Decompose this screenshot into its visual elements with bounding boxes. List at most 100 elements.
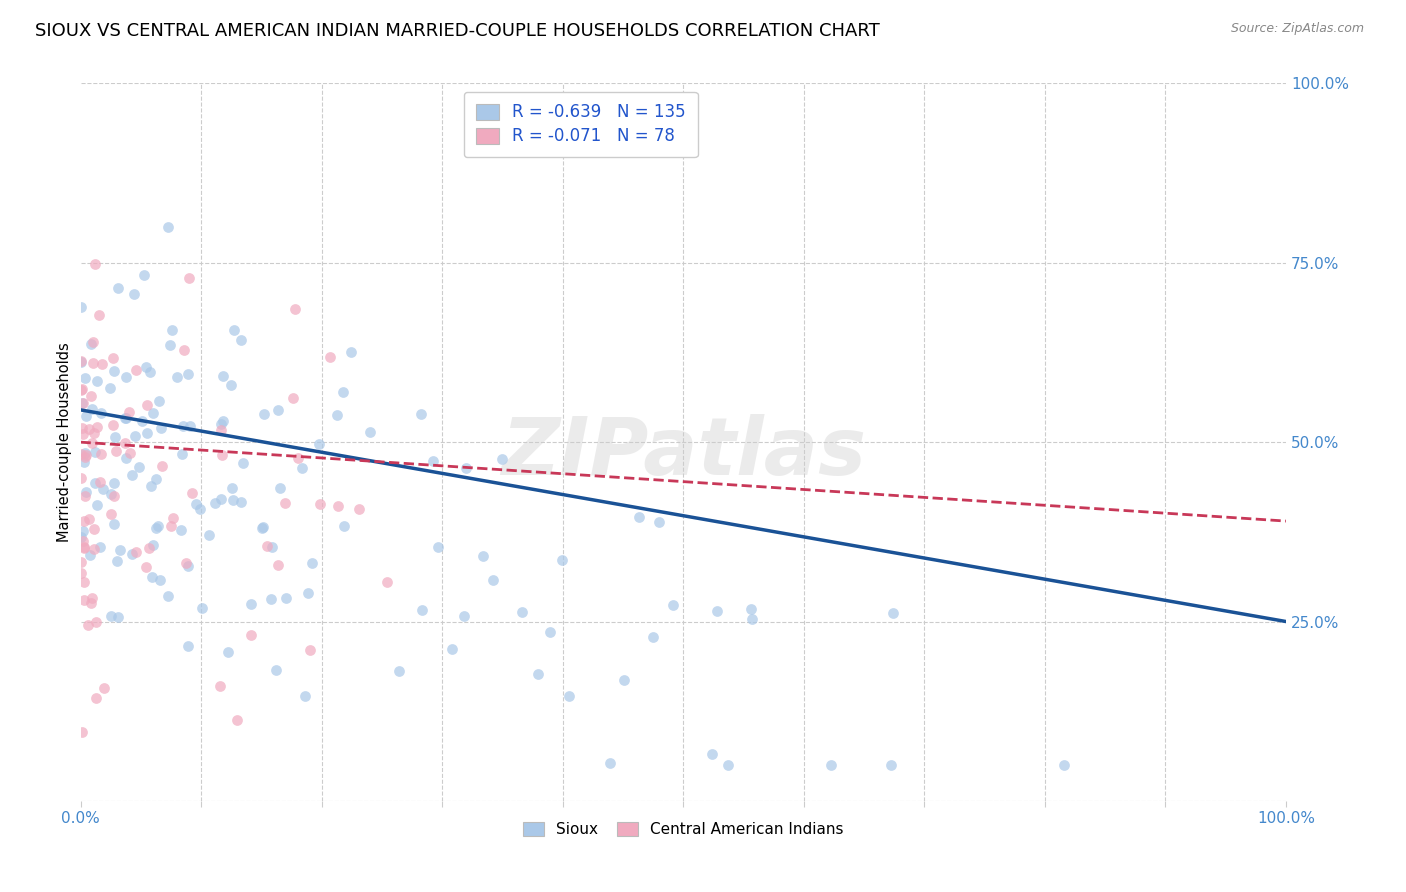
Point xyxy=(84,475,107,490)
Point xyxy=(72,524,94,538)
Point xyxy=(297,586,319,600)
Point xyxy=(283,391,305,405)
Point xyxy=(135,426,157,441)
Point xyxy=(138,365,160,379)
Point xyxy=(86,375,108,389)
Point xyxy=(232,456,254,470)
Point xyxy=(225,713,247,727)
Point xyxy=(75,485,97,500)
Point xyxy=(70,421,93,435)
Point xyxy=(70,300,93,314)
Point xyxy=(291,461,314,475)
Point xyxy=(89,541,111,555)
Point xyxy=(882,607,904,621)
Point xyxy=(103,351,125,366)
Point xyxy=(138,541,160,555)
Point xyxy=(221,492,243,507)
Point xyxy=(82,591,104,605)
Point xyxy=(308,436,330,450)
Point xyxy=(208,680,231,694)
Point xyxy=(107,609,129,624)
Point xyxy=(90,447,112,461)
Point xyxy=(84,691,107,706)
Point xyxy=(212,414,235,428)
Point xyxy=(349,502,371,516)
Point xyxy=(453,609,475,624)
Point xyxy=(73,514,96,528)
Point xyxy=(145,472,167,486)
Point xyxy=(491,452,513,467)
Point xyxy=(411,602,433,616)
Point xyxy=(558,690,581,704)
Point xyxy=(69,471,91,485)
Point xyxy=(454,461,477,475)
Point xyxy=(150,421,173,435)
Point xyxy=(340,345,363,359)
Point xyxy=(740,601,762,615)
Point xyxy=(80,436,103,450)
Point xyxy=(91,482,114,496)
Point xyxy=(179,271,201,285)
Point xyxy=(73,450,96,465)
Point xyxy=(191,600,214,615)
Point xyxy=(73,446,96,460)
Point xyxy=(309,497,332,511)
Point xyxy=(108,543,131,558)
Y-axis label: Married-couple Households: Married-couple Households xyxy=(58,343,72,542)
Point xyxy=(284,302,307,317)
Point xyxy=(107,281,129,295)
Point xyxy=(75,371,97,385)
Point xyxy=(702,747,724,762)
Point xyxy=(83,541,105,556)
Point xyxy=(177,559,200,574)
Point xyxy=(264,663,287,677)
Point xyxy=(160,519,183,533)
Point xyxy=(139,479,162,493)
Point xyxy=(77,422,100,436)
Point xyxy=(132,268,155,283)
Point xyxy=(328,500,350,514)
Point xyxy=(69,383,91,397)
Point xyxy=(211,448,233,462)
Point xyxy=(131,414,153,428)
Point xyxy=(411,407,433,421)
Point xyxy=(100,609,122,624)
Point xyxy=(90,406,112,420)
Point xyxy=(146,518,169,533)
Point xyxy=(332,384,354,399)
Point xyxy=(273,496,295,510)
Point xyxy=(69,555,91,569)
Point xyxy=(125,363,148,377)
Point xyxy=(79,549,101,563)
Point xyxy=(209,492,232,507)
Point xyxy=(73,541,96,555)
Point xyxy=(613,673,636,687)
Point xyxy=(880,758,903,772)
Point xyxy=(256,540,278,554)
Point xyxy=(177,639,200,653)
Point xyxy=(184,497,207,511)
Point xyxy=(125,545,148,559)
Point xyxy=(122,287,145,301)
Point xyxy=(662,598,685,612)
Point xyxy=(706,604,728,618)
Legend: Sioux, Central American Indians: Sioux, Central American Indians xyxy=(516,815,849,844)
Point xyxy=(181,486,204,500)
Point xyxy=(105,554,128,568)
Point xyxy=(135,560,157,574)
Point xyxy=(84,257,107,271)
Point xyxy=(72,396,94,410)
Point xyxy=(90,357,112,371)
Point xyxy=(820,758,842,772)
Point xyxy=(77,618,100,632)
Point xyxy=(136,398,159,412)
Point xyxy=(69,355,91,369)
Point xyxy=(294,689,316,703)
Point xyxy=(267,403,290,417)
Point xyxy=(333,519,356,533)
Text: Source: ZipAtlas.com: Source: ZipAtlas.com xyxy=(1230,22,1364,36)
Point xyxy=(70,725,93,739)
Point xyxy=(75,409,97,424)
Point xyxy=(104,444,127,458)
Point xyxy=(82,356,104,370)
